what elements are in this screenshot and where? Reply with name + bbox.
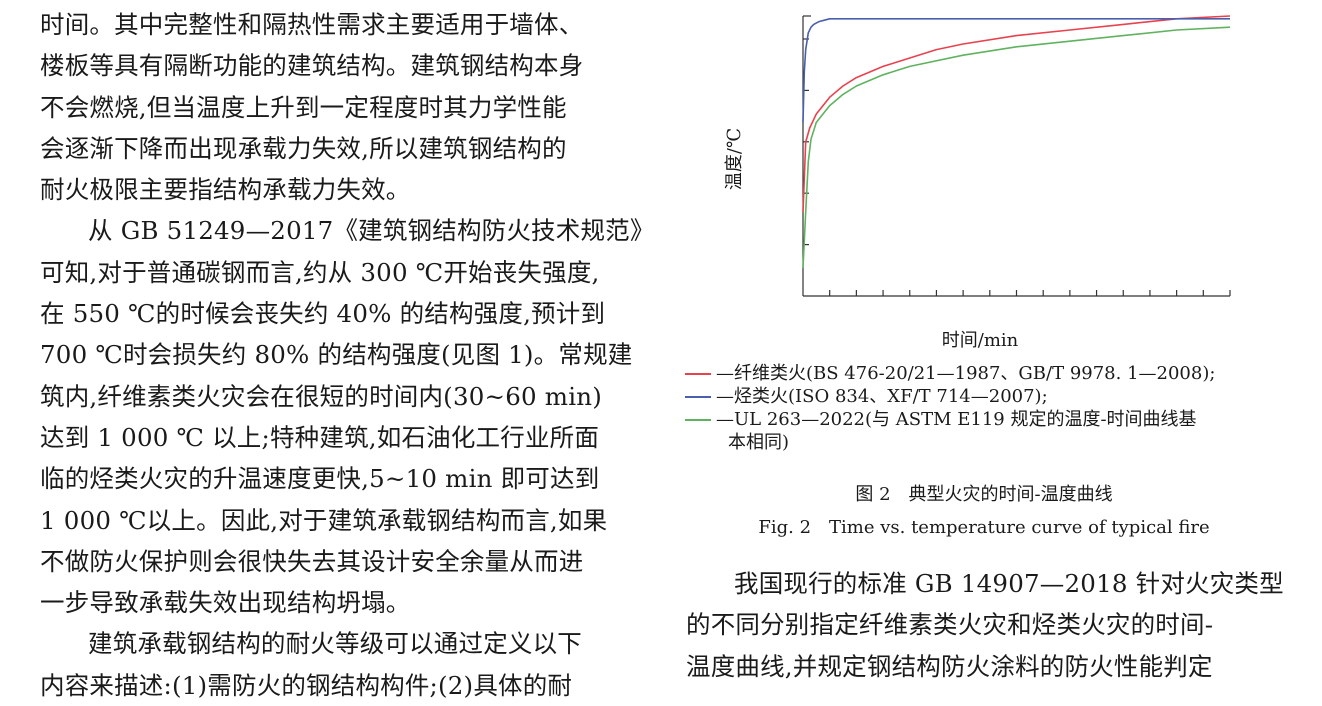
legend-swatch — [685, 419, 711, 421]
text-line: 达到 1 000 ℃ 以上;特种建筑,如石油化工行业所面 — [40, 422, 600, 452]
text-line: 我国现行的标准 GB 14907—2018 针对火灾类型 — [734, 569, 1284, 598]
text-line: 楼板等具有隔断功能的建筑结构。建筑钢结构本身 — [40, 51, 584, 81]
text-line: 的不同分别指定纤维素类火灾和烃类火灾的时间- — [686, 610, 1214, 640]
text-line: 耐火极限主要指结构承载力失效。 — [40, 175, 411, 205]
series-line-2 — [802, 26, 1231, 269]
text-line: 时间。其中完整性和隔热性需求主要适用于墙体、 — [40, 10, 584, 39]
legend-label: —UL 263—2022(与 ASTM E119 规定的温度-时间曲线基 — [716, 409, 1197, 430]
left-text-column: 时间。其中完整性和隔热性需求主要适用于墙体、 楼板等具有隔断功能的建筑结构。建筑… — [40, 4, 655, 706]
legend-swatch — [685, 396, 711, 398]
text-line: 温度曲线,并规定钢结构防火涂料的防火性能判定 — [686, 651, 1213, 681]
text-line: 700 ℃时会损失约 80% 的结构强度(见图 1)。常规建 — [40, 340, 633, 370]
text-line: 可知,对于普通碳钢而言,约从 300 ℃开始丧失强度, — [40, 257, 600, 287]
text-line: 不做防火保护则会很快失去其设计安全余量从而进 — [40, 546, 584, 576]
series-line-0 — [802, 15, 1231, 213]
legend-item-cellulosic: —纤维类火(BS 476-20/21—1987、GB/T 9978. 1—200… — [684, 362, 1304, 385]
text-line: 建筑承载钢结构的耐火等级可以通过定义以下 — [88, 629, 582, 659]
time-temperature-chart: 温度/℃ 时间/min — [710, 4, 1250, 356]
legend-label: —纤维类火(BS 476-20/21—1987、GB/T 9978. 1—200… — [716, 363, 1216, 384]
figure-caption-english: Fig. 2 Time vs. temperature curve of typ… — [758, 517, 1210, 538]
text-line: 在 550 ℃的时候会丧失约 40% 的结构强度,预计到 — [40, 299, 606, 329]
text-line: 一步导致承载失效出现结构坍塌。 — [40, 588, 411, 618]
figure-caption-chinese: 图 2 典型火灾的时间-温度曲线 — [855, 484, 1113, 505]
y-axis-label: 温度/℃ — [724, 128, 745, 190]
x-axis-label: 时间/min — [942, 330, 1019, 351]
chart-legend: —纤维类火(BS 476-20/21—1987、GB/T 9978. 1—200… — [684, 362, 1304, 454]
legend-label-continued: 本相同) — [728, 432, 790, 453]
chart-axes — [802, 15, 1231, 297]
text-line: 会逐渐下降而出现承载力失效,所以建筑钢结构的 — [40, 133, 567, 163]
legend-item-ul263: —UL 263—2022(与 ASTM E119 规定的温度-时间曲线基 本相同… — [684, 408, 1304, 454]
text-line: 临的烃类火灾的升温速度更快,5~10 min 即可达到 — [40, 464, 600, 494]
right-text-column: 我国现行的标准 GB 14907—2018 针对火灾类型 的不同分别指定纤维素类… — [686, 563, 1286, 687]
text-line: 筑内,纤维素类火灾会在很短的时间内(30~60 min) — [40, 381, 603, 411]
text-line: 从 GB 51249—2017《建筑钢结构防火技术规范》 — [88, 216, 655, 246]
chart-series — [802, 15, 1231, 269]
text-line: 内容来描述:(1)需防火的钢结构构件;(2)具体的耐 — [40, 670, 573, 700]
legend-item-hydrocarbon: —烃类火(ISO 834、XF/T 714—2007); — [684, 385, 1304, 408]
series-line-1 — [802, 18, 1230, 123]
chart-svg: 温度/℃ 时间/min — [724, 15, 1231, 351]
text-line: 1 000 ℃以上。因此,对于建筑承载钢结构而言,如果 — [40, 505, 608, 535]
legend-label: —烃类火(ISO 834、XF/T 714—2007); — [716, 386, 1048, 407]
legend-swatch — [685, 373, 711, 375]
text-line: 不会燃烧,但当温度上升到一定程度时其力学性能 — [40, 92, 567, 122]
